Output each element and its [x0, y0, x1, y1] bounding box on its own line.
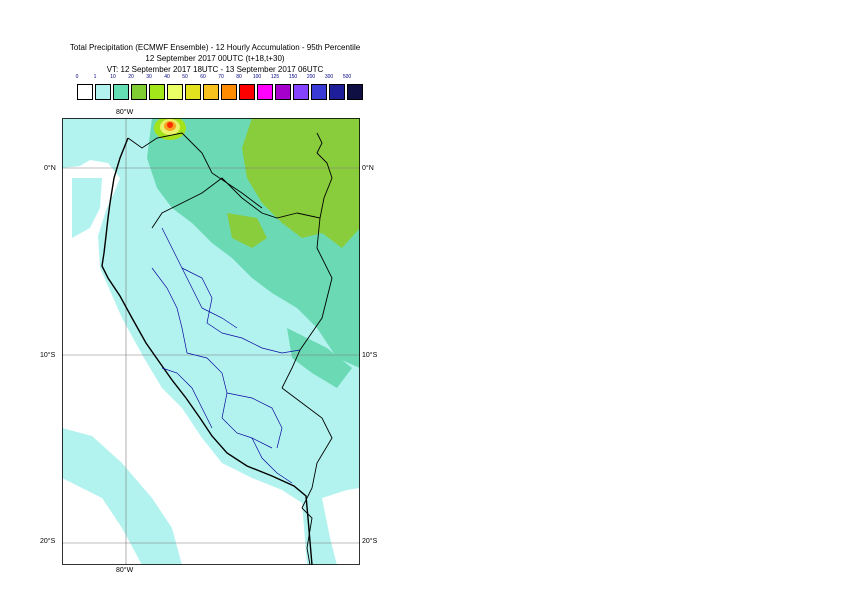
moderate-precip-region [287, 328, 352, 388]
region-boundary [226, 392, 283, 449]
offshore-precip-band [62, 428, 182, 565]
legend-tick-label: 60 [200, 74, 206, 80]
legend-tick-label: 20 [128, 74, 134, 80]
legend-color-swatch [167, 84, 183, 100]
legend-tick-label: 10 [110, 74, 116, 80]
precipitation-map [62, 118, 360, 565]
lat-label-left-0: 0°N [44, 165, 56, 172]
border-peru-bolivia [281, 387, 333, 509]
title-line-3: VT: 12 September 2017 18UTC - 13 Septemb… [106, 65, 324, 74]
border-ecuador-peru [151, 177, 298, 229]
region-boundary [221, 417, 273, 449]
region-boundary [151, 267, 188, 354]
border-chile-bolivia [301, 507, 313, 565]
legend-color-swatch [113, 84, 129, 100]
legend-color-swatch [221, 84, 237, 100]
legend-tick-label: 300 [324, 74, 334, 80]
legend-color-swatch [311, 84, 327, 100]
offshore-precip-band [72, 178, 102, 238]
legend-color-swatch [203, 84, 219, 100]
legend-tick-label: 0 [75, 74, 79, 80]
region-boundary [201, 307, 238, 329]
legend-color-swatch [275, 84, 291, 100]
legend-tick-label: 40 [164, 74, 170, 80]
dry-ocean-area [62, 160, 307, 565]
lat-label-right-10s: 10°S [362, 352, 378, 359]
legend-color-swatch [95, 84, 111, 100]
legend-color-swatch [185, 84, 201, 100]
legend-tick-label: 80 [236, 74, 242, 80]
lat-label-right-20s: 20°S [362, 538, 378, 545]
lat-label-left-20s: 20°S [40, 538, 56, 545]
title-line-2: 12 September 2017 00UTC (t+18,t+30) [145, 54, 285, 63]
lat-label-right-0: 0°N [362, 165, 374, 172]
legend-tick-label: 500 [342, 74, 352, 80]
region-boundary [186, 352, 228, 419]
legend-tick-label: 200 [306, 74, 316, 80]
legend-color-swatch [257, 84, 273, 100]
legend-tick-label: 1 [93, 74, 97, 80]
lon-label-bottom: 80°W [116, 567, 134, 574]
coastline [101, 137, 313, 565]
legend-color-swatch [149, 84, 165, 100]
legend-tick-label: 125 [270, 74, 280, 80]
heavy-precip-region [242, 118, 360, 248]
legend-color-swatch [347, 84, 363, 100]
legend-tick-label: 70 [218, 74, 224, 80]
dry-land-area [322, 488, 360, 565]
legend-color-swatch [329, 84, 345, 100]
lon-label-top: 80°W [116, 109, 134, 116]
legend-color-swatch [293, 84, 309, 100]
border-colombia-brazil [316, 132, 333, 219]
heavy-precip-region [227, 213, 267, 248]
region-boundary [251, 437, 293, 484]
legend-tick-label: 50 [182, 74, 188, 80]
legend-color-swatch [131, 84, 147, 100]
map-frame [62, 118, 360, 565]
region-boundary [221, 332, 301, 354]
region-boundary [161, 367, 213, 429]
legend-color-swatch [77, 84, 93, 100]
intense-cell-red [167, 122, 173, 128]
border-colombia-ecuador [127, 132, 263, 209]
legend-tick-label: 150 [288, 74, 298, 80]
border-peru-brazil [281, 212, 333, 389]
title-line-1: Total Precipitation (ECMWF Ensemble) - 1… [69, 43, 361, 52]
region-boundary [181, 267, 223, 334]
legend-color-swatch [239, 84, 255, 100]
legend-tick-label: 30 [146, 74, 152, 80]
legend-tick-label: 100 [252, 74, 262, 80]
lat-label-left-10s: 10°S [40, 352, 56, 359]
